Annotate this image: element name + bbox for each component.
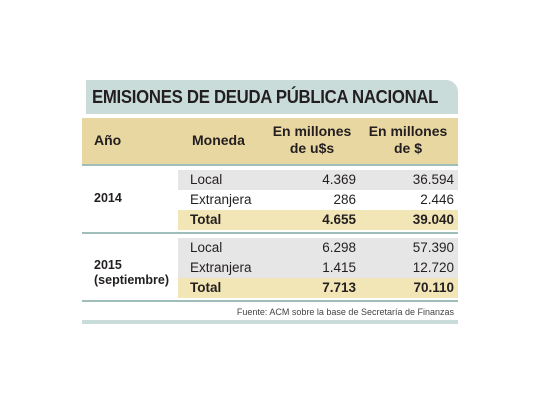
source-note: Fuente: ACM sobre la base de Secretaría … <box>236 307 454 317</box>
table-bottom-separator <box>82 300 458 302</box>
cell-currency: Total <box>190 212 222 227</box>
header-usd-line2: de u$s <box>289 140 335 156</box>
cell-currency: Local <box>190 240 223 255</box>
cell-usd: 4.655 <box>322 212 356 227</box>
cell-ars: 70.110 <box>413 280 454 295</box>
cell-currency: Total <box>190 280 222 295</box>
table-title: EMISIONES DE DEUDA PÚBLICA NACIONAL <box>92 87 439 107</box>
header-usd-line1: En millones <box>272 123 352 139</box>
cell-usd: 4.369 <box>322 172 356 187</box>
cell-currency: Extranjera <box>190 260 252 275</box>
cell-ars: 39.040 <box>412 212 454 227</box>
total-row: Total 7.713 70.110 <box>178 278 458 298</box>
header-ars: En millones de $ <box>366 123 450 157</box>
table-row: Local 4.369 36.594 <box>178 170 458 190</box>
cell-currency: Extranjera <box>190 192 252 207</box>
group-separator <box>82 164 458 166</box>
title-bar: EMISIONES DE DEUDA PÚBLICA NACIONAL <box>82 80 458 114</box>
header-row: Año Moneda En millones de u$s En millone… <box>82 118 458 164</box>
debt-issuance-table: EMISIONES DE DEUDA PÚBLICA NACIONAL Año … <box>82 80 458 324</box>
table-row: Extranjera 1.415 12.720 <box>178 258 458 278</box>
group-year: 2014 <box>94 191 122 205</box>
bottom-bar <box>82 320 458 324</box>
table-row: Extranjera 286 2.446 <box>178 190 458 210</box>
header-currency: Moneda <box>192 132 245 148</box>
header-usd: En millones de u$s <box>272 123 352 157</box>
header-year: Año <box>94 132 122 148</box>
cell-ars: 36.594 <box>412 172 454 187</box>
table-row: Local 6.298 57.390 <box>178 238 458 258</box>
title-accent <box>82 80 86 114</box>
group-year: 2015 <box>94 258 122 272</box>
cell-usd: 6.298 <box>322 240 356 255</box>
cell-usd: 286 <box>333 192 356 207</box>
cell-ars: 2.446 <box>420 192 454 207</box>
header-ars-line2: de $ <box>393 140 422 156</box>
cell-usd: 7.713 <box>322 280 356 295</box>
group-year-note: (septiembre) <box>94 273 170 287</box>
header-ars-line1: En millones <box>368 123 448 139</box>
cell-usd: 1.415 <box>322 260 356 275</box>
cell-ars: 57.390 <box>412 240 454 255</box>
group-separator <box>82 232 458 234</box>
cell-ars: 12.720 <box>412 260 454 275</box>
cell-currency: Local <box>190 172 223 187</box>
total-row: Total 4.655 39.040 <box>178 210 458 230</box>
